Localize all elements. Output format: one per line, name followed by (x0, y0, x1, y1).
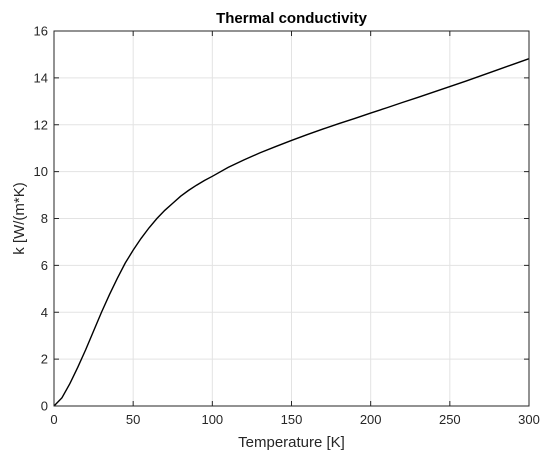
y-tick-label: 14 (34, 70, 48, 85)
x-tick-labels: 0 50 100 150 200 250 300 (50, 412, 539, 427)
x-tick-label: 300 (518, 412, 540, 427)
grid (53, 30, 530, 407)
x-tick-label: 0 (50, 412, 57, 427)
series-line-0 (53, 58, 530, 407)
y-tick-label: 6 (41, 258, 48, 273)
y-axis-label: k [W/(m*K) (11, 182, 28, 255)
x-tick-label: 100 (201, 412, 223, 427)
x-tick-label: 50 (126, 412, 140, 427)
y-tick-label: 10 (34, 164, 48, 179)
tick-marks (53, 30, 530, 407)
x-tick-label: 200 (360, 412, 382, 427)
chart-title: Thermal conductivity (216, 10, 368, 27)
x-tick-label: 250 (439, 412, 461, 427)
y-tick-label: 8 (41, 211, 48, 226)
y-tick-label: 2 (41, 352, 48, 367)
x-tick-label: 150 (281, 412, 303, 427)
y-tick-label: 0 (41, 399, 48, 414)
y-tick-label: 16 (34, 24, 48, 39)
y-tick-label: 12 (34, 117, 48, 132)
y-tick-labels: 0 2 4 6 8 10 12 14 16 (34, 24, 48, 414)
x-axis-label: Temperature [K] (238, 434, 345, 451)
y-tick-label: 4 (41, 305, 48, 320)
series-layer (53, 58, 530, 407)
